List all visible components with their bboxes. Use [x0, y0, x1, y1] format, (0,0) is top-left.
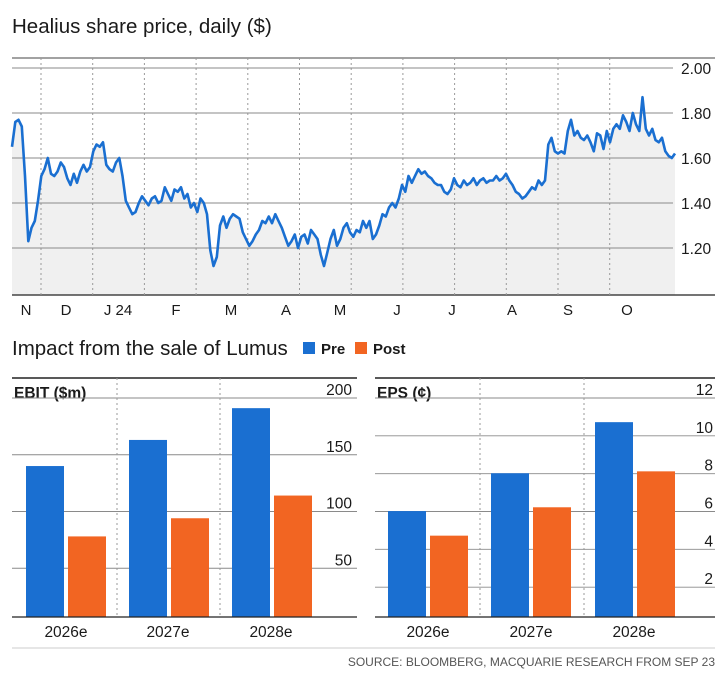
bar-section-subtitle: Impact from the sale of Lumus [12, 337, 288, 360]
line-chart-x-tick-label: J [448, 302, 456, 319]
bar-chart-y-tick-label: 10 [696, 420, 714, 437]
bar-post [68, 536, 106, 617]
line-chart-x-tick-label: M [225, 302, 238, 319]
bar-chart-y-tick-label: 12 [696, 382, 713, 399]
bar-pre [491, 473, 529, 617]
bar-chart-title: EBIT ($m) [14, 385, 86, 402]
eps-bar-chart: EPS (¢) 12 10 8 6 4 2 2026e 2027e 2028e [375, 377, 715, 641]
line-chart-x-tick-label: J 24 [104, 302, 132, 319]
bar-post [171, 518, 209, 617]
line-chart-area-fill [12, 97, 675, 295]
bar-chart-category-label: 2028e [612, 624, 655, 641]
legend-label-post: Post [373, 341, 406, 358]
ebit-bar-chart: EBIT ($m) 200 150 100 50 2026e 2027e 2028e [12, 377, 357, 641]
bar-chart-category-label: 2028e [249, 624, 292, 641]
bar-pre [26, 466, 64, 617]
bar-chart-y-tick-label: 50 [335, 552, 353, 569]
bar-chart-category-label: 2026e [44, 624, 87, 641]
line-chart-series [10, 95, 677, 268]
bar-pre [595, 422, 633, 617]
bar-chart-y-tick-label: 8 [704, 458, 713, 475]
bar-chart-y-tick-label: 200 [326, 382, 352, 399]
bar-chart-y-tick-label: 2 [704, 571, 713, 588]
line-chart-series-line [10, 95, 677, 268]
bar-chart-y-tick-label: 6 [704, 496, 713, 513]
line-chart-y-tick-label: 2.00 [681, 61, 712, 78]
line-chart-grid [12, 57, 715, 296]
bar-post [430, 535, 468, 617]
line-chart-x-ticks: N D J 24 F M A M J J A S O [21, 302, 633, 319]
legend-swatch-pre [303, 342, 315, 354]
line-chart-x-tick-label: M [334, 302, 347, 319]
line-chart-x-tick-label: J [393, 302, 401, 319]
line-chart-area [12, 97, 675, 295]
line-chart-x-tick-label: A [507, 302, 517, 319]
line-chart-x-tick-label: D [61, 302, 72, 319]
source-note: SOURCE: BLOOMBERG, MACQUARIE RESEARCH FR… [348, 655, 716, 669]
line-chart-x-tick-label: F [171, 302, 180, 319]
line-chart-x-tick-label: A [281, 302, 291, 319]
bar-chart-y-tick-label: 150 [326, 439, 352, 456]
line-chart-x-tick-label: O [621, 302, 633, 319]
bar-post [533, 507, 571, 617]
line-chart-y-tick-label: 1.20 [681, 241, 712, 258]
bar-pre [232, 408, 270, 617]
line-chart-title: Healius share price, daily ($) [12, 15, 272, 38]
legend-swatch-post [355, 342, 367, 354]
bar-chart-category-label: 2026e [406, 624, 449, 641]
line-chart-y-tick-label: 1.40 [681, 196, 712, 213]
bar-chart-category-label: 2027e [146, 624, 189, 641]
bar-chart-title: EPS (¢) [377, 385, 431, 402]
bar-chart-y-tick-label: 4 [704, 533, 713, 550]
bar-post [274, 495, 312, 617]
bar-chart-category-label: 2027e [509, 624, 552, 641]
bar-pre [388, 511, 426, 617]
bar-post [637, 471, 675, 617]
line-chart-x-tick-label: S [563, 302, 573, 319]
line-chart-y-ticks: 2.00 1.80 1.60 1.40 1.20 [681, 61, 712, 258]
legend-label-pre: Pre [321, 341, 345, 358]
bar-chart-y-tick-label: 100 [326, 496, 352, 513]
bar-pre [129, 439, 167, 617]
line-chart-y-tick-label: 1.80 [681, 106, 712, 123]
line-chart-y-tick-label: 1.60 [681, 151, 712, 168]
line-chart-x-tick-label: N [21, 302, 32, 319]
